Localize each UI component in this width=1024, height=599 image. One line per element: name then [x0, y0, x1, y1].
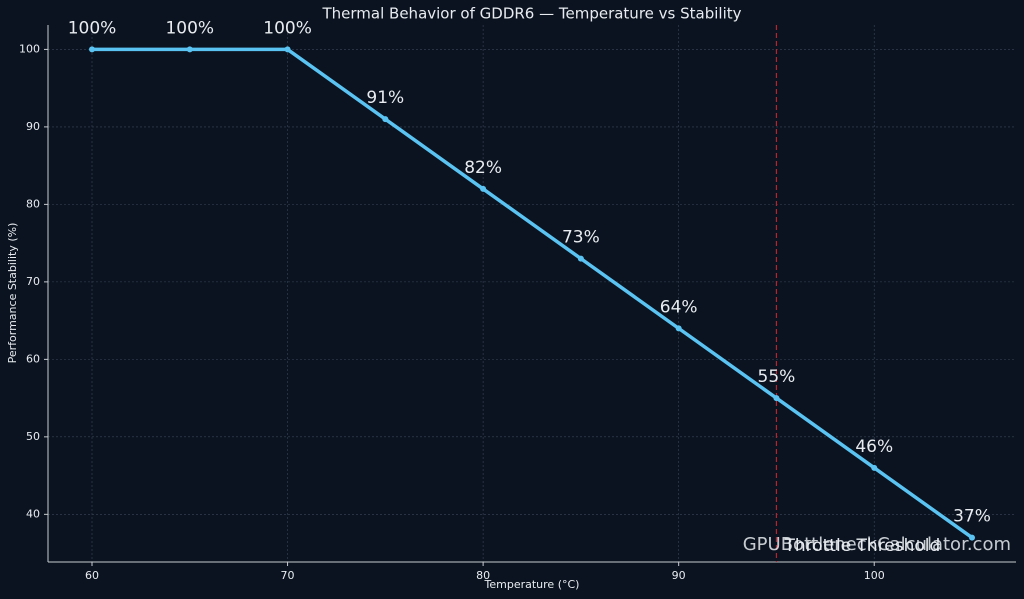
data-line [92, 47, 974, 540]
value-label: 82% [464, 158, 502, 178]
y-tick-label: 100 [19, 42, 40, 55]
value-label: 100% [263, 18, 312, 38]
y-axis-label: Performance Stability (%) [6, 223, 19, 364]
value-label: 37% [953, 507, 991, 527]
data-point [773, 395, 780, 402]
data-point [969, 534, 975, 541]
y-tick-label: 50 [26, 430, 40, 443]
threshold-label: Throttle Threshold [783, 536, 940, 556]
data-point [675, 325, 682, 332]
value-label: 46% [855, 437, 893, 457]
value-label: 64% [660, 297, 698, 317]
value-label: 100% [165, 18, 214, 38]
x-axis-label: Temperature (°C) [484, 578, 580, 591]
data-point [480, 185, 487, 192]
data-point [382, 116, 389, 123]
x-tick-label: 90 [672, 569, 686, 582]
value-label: 100% [68, 18, 117, 38]
data-point [186, 46, 193, 53]
data-point [871, 464, 878, 471]
watermark: GPUBottleneckCalculator.com [743, 534, 1011, 555]
value-label: 91% [366, 88, 404, 108]
y-tick-label: 40 [26, 507, 40, 520]
x-tick-label: 60 [85, 569, 99, 582]
chart-title: Thermal Behavior of GDDR6 — Temperature … [322, 5, 742, 23]
x-tick-label: 80 [476, 569, 490, 582]
value-label: 55% [758, 367, 796, 387]
y-tick-label: 60 [26, 352, 40, 365]
y-tick-label: 90 [26, 120, 40, 133]
data-point [89, 46, 95, 53]
data-point [284, 46, 291, 53]
y-tick-label: 80 [26, 197, 40, 210]
value-label: 73% [562, 228, 600, 248]
y-tick-label: 70 [26, 275, 40, 288]
x-tick-label: 100 [864, 569, 885, 582]
data-point [577, 255, 584, 262]
x-tick-label: 70 [281, 569, 295, 582]
